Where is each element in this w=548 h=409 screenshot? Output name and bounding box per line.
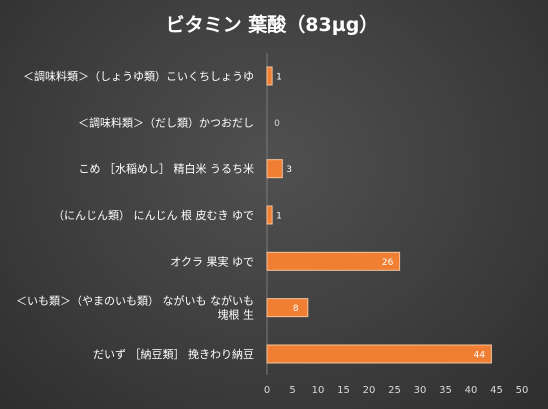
bar-5 <box>266 298 309 318</box>
x-tick-label-2: 10 <box>312 385 325 396</box>
category-label-3: （にんじん類） にんじん 根 皮むき ゆで <box>53 208 254 222</box>
data-label-2: 3 <box>286 165 292 175</box>
bar-6 <box>266 344 492 364</box>
data-label-1: 0 <box>274 119 280 129</box>
x-tick-label-4: 20 <box>363 385 376 396</box>
x-tick-label-10: 50 <box>516 385 529 396</box>
category-label-0: ＜調味料類＞（しょうゆ類）こいくちしょうゆ <box>23 69 254 83</box>
category-label-6: だいず ［納豆類］ 挽きわり納豆 <box>93 347 254 361</box>
data-label-0: 1 <box>276 73 282 83</box>
data-label-4: 26 <box>382 258 394 268</box>
data-label-6: 44 <box>474 350 486 360</box>
x-tick-label-0: 0 <box>264 385 270 396</box>
chart-title: ビタミン 葉酸（83µg） <box>166 13 379 36</box>
bar-0 <box>266 66 273 86</box>
x-tick-label-8: 40 <box>465 385 478 396</box>
category-label-4: オクラ 果実 ゆで <box>170 254 254 268</box>
plot-area: ＜調味料類＞（しょうゆ類）こいくちしょうゆ 1 ＜調味料類＞（だし類）かつおだし 0 こ… <box>16 52 529 396</box>
x-tick-label-5: 25 <box>388 385 401 396</box>
data-label-3: 1 <box>276 211 282 221</box>
category-label-5: ＜いも類＞（やまのいも類） ながいも ながいも塊根 生 <box>16 294 254 322</box>
bar-4 <box>266 251 401 271</box>
x-tick-label-9: 45 <box>490 385 503 396</box>
bar-2 <box>266 159 283 179</box>
x-tick-label-3: 15 <box>337 385 350 396</box>
x-tick-label-7: 35 <box>439 385 452 396</box>
x-tick-label-6: 30 <box>414 385 427 396</box>
bar-3 <box>266 205 273 225</box>
x-tick-label-1: 5 <box>289 385 295 396</box>
category-label-2: こめ ［水稲めし］ 精白米 うるち米 <box>79 162 255 176</box>
category-label-1: ＜調味料類＞（だし類）かつおだし <box>78 115 254 129</box>
data-label-5: 8 <box>293 304 299 314</box>
